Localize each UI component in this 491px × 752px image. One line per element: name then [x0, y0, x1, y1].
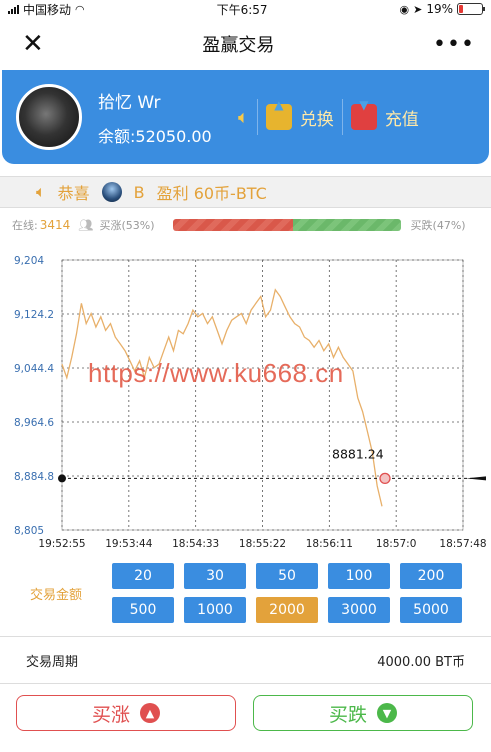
- battery-percent: 19%: [426, 2, 453, 16]
- y-tick-label: 9,204: [14, 255, 44, 267]
- y-tick-label: 8,805: [14, 525, 44, 537]
- notice-prefix: 恭喜: [57, 184, 90, 203]
- battery-icon: [456, 3, 485, 15]
- price-chart: 9,204 9,124.2 9,044.4 8,964.6 8,884.8 8,805 19…: [0, 254, 491, 554]
- current-price-marker: [379, 472, 391, 485]
- status-bar: 中国移动 ◠ 下午6:57 ◉ ➤ 19%: [0, 0, 491, 18]
- period-label: 交易周期: [26, 654, 79, 670]
- chevron-down-icon: ▼: [377, 703, 397, 723]
- up-ratio-label: 买涨(53%): [99, 219, 155, 232]
- amount-option[interactable]: 500: [112, 597, 174, 623]
- tab-bar: [0, 744, 491, 752]
- watermark: https://www.ku668.cn: [88, 358, 344, 388]
- exchange-label: 兑换: [299, 109, 334, 130]
- amount-option[interactable]: 3000: [328, 597, 390, 623]
- y-tick-label: 8,884.8: [14, 471, 54, 483]
- buy-up-label: 买涨: [91, 703, 130, 726]
- sound-toggle[interactable]: 🔈︎: [230, 99, 257, 135]
- users-icon: 👥︎: [78, 218, 94, 232]
- amount-option[interactable]: 50: [256, 563, 318, 589]
- x-tick-label: 18:57:48: [439, 538, 486, 550]
- recharge-button[interactable]: ▼ 充值: [341, 98, 427, 135]
- down-ratio-label: 买跌(47%): [410, 219, 466, 232]
- amount-label: 交易金额: [29, 588, 82, 603]
- price-chart-svg: 9,2049,124.29,044.48,964.68,884.88,80519…: [14, 255, 487, 550]
- amount-option[interactable]: 20: [112, 563, 174, 589]
- y-tick-label: 9,044.4: [14, 363, 54, 375]
- speaker-icon: 🔈︎: [36, 182, 46, 201]
- current-price-anchor: [58, 474, 66, 483]
- winner-notice: 🔈︎ 恭喜 B 盈利 60币-BTC: [0, 176, 491, 208]
- wifi-icon: ◠: [75, 2, 85, 16]
- avatar[interactable]: [16, 84, 82, 150]
- current-price-pointer: [466, 476, 486, 481]
- nav-bar: ✕ 盈赢交易 •••: [0, 18, 491, 70]
- user-header: 拾忆 Wr 余额:52050.00 🔈︎ ▲ 兑换 ▼ 充值: [2, 70, 489, 164]
- current-price-label: 8881.24: [332, 446, 384, 461]
- x-tick-label: 19:52:55: [38, 538, 85, 550]
- ratio-down-fill: [293, 219, 401, 231]
- x-tick-label: 18:56:11: [306, 538, 353, 550]
- online-label: 在线:: [12, 219, 38, 232]
- close-icon[interactable]: ✕: [22, 29, 44, 59]
- amount-option[interactable]: 5000: [400, 597, 462, 623]
- ratio-up-fill: [172, 219, 294, 231]
- balance: 余额:52050.00: [98, 126, 212, 146]
- trade-period-row: 交易周期 4000.00 BT币: [0, 636, 491, 684]
- amount-option[interactable]: 2000: [256, 597, 318, 623]
- lock-rotation-icon: ◉: [399, 2, 410, 16]
- online-count: 3414: [39, 218, 71, 232]
- page-title: 盈赢交易: [202, 35, 275, 56]
- more-icon[interactable]: •••: [433, 31, 475, 57]
- y-tick-label: 8,964.6: [14, 417, 54, 429]
- chevron-up-icon: ▲: [140, 703, 160, 723]
- amount-option[interactable]: 1000: [184, 597, 246, 623]
- trade-actions: 买涨 ▲ 买跌 ▼: [0, 695, 491, 731]
- x-tick-label: 18:55:22: [239, 538, 286, 550]
- buy-down-label: 买跌: [328, 703, 367, 726]
- buy-up-button[interactable]: 买涨 ▲: [16, 695, 236, 731]
- user-name: 拾忆 Wr: [98, 92, 161, 113]
- x-tick-label: 18:57:0: [376, 538, 416, 550]
- recharge-label: 充值: [384, 109, 419, 130]
- amount-selector: 交易金额 20 30 50 100 200 500 1000 2000 3000 5000: [0, 563, 491, 623]
- user-avatar-icon: [101, 182, 122, 202]
- notice-text: 盈利 60币-BTC: [156, 184, 267, 203]
- location-icon: ➤: [413, 2, 423, 16]
- recharge-icon: ▼: [350, 98, 377, 130]
- exchange-button[interactable]: ▲ 兑换: [256, 98, 342, 135]
- notice-user: B: [133, 182, 145, 202]
- exchange-icon: ▲: [265, 98, 292, 130]
- clock: 下午6:57: [216, 2, 268, 17]
- x-tick-label: 19:53:44: [105, 538, 152, 550]
- signal-icon: [8, 4, 19, 14]
- amount-option[interactable]: 100: [328, 563, 390, 589]
- speaker-icon: 🔈︎: [238, 106, 249, 128]
- x-tick-label: 18:54:33: [172, 538, 219, 550]
- y-tick-label: 9,124.2: [14, 309, 54, 321]
- market-sentiment: 在线: 3414 👥︎ 买涨(53%) 买跌(47%): [0, 208, 491, 242]
- amount-option[interactable]: 30: [184, 563, 246, 589]
- carrier-name: 中国移动: [23, 2, 72, 17]
- ratio-bar: [172, 219, 401, 231]
- price-line: [61, 288, 383, 507]
- period-value: 4000.00 BT币: [377, 654, 465, 670]
- amount-option[interactable]: 200: [400, 563, 462, 589]
- amount-grid: 20 30 50 100 200 500 1000 2000 3000 5000: [112, 563, 462, 623]
- buy-down-button[interactable]: 买跌 ▼: [253, 695, 473, 731]
